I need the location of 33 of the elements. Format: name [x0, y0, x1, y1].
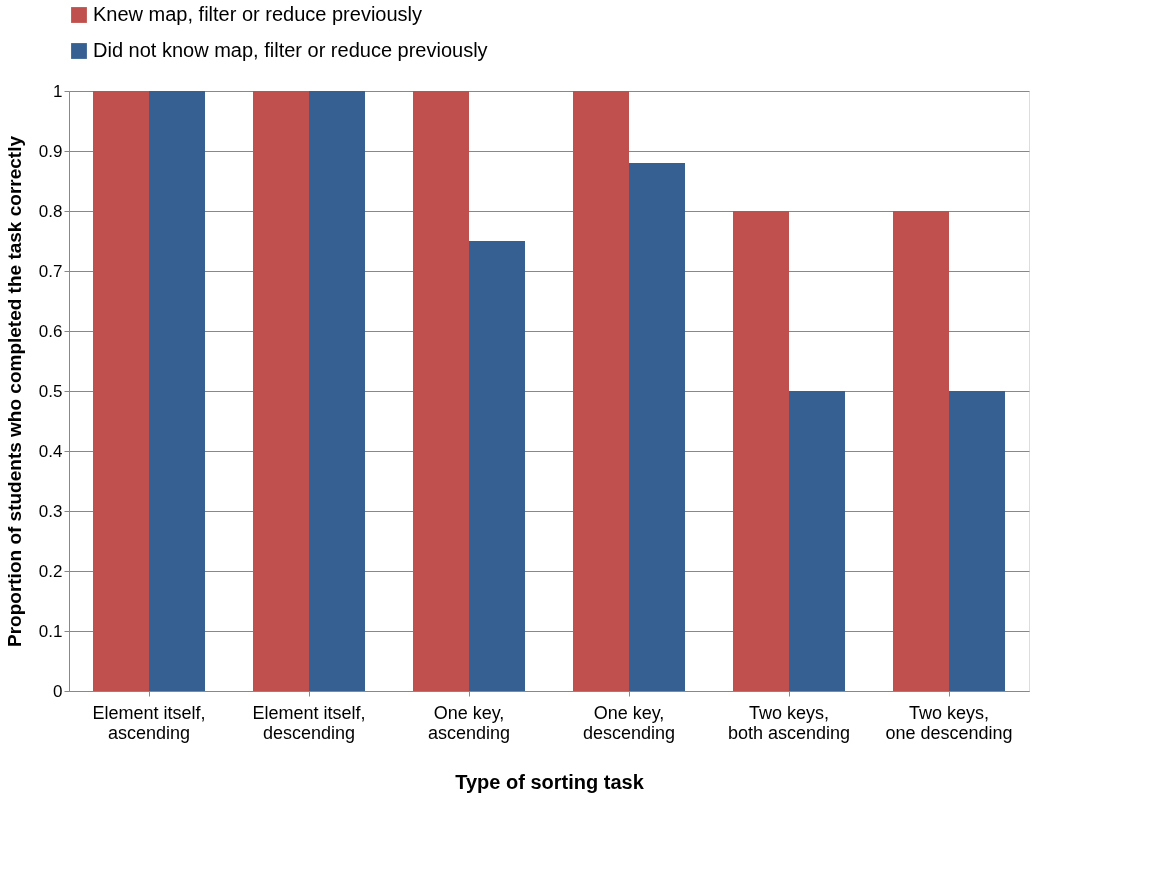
x-tick-label: Element itself, descending: [252, 702, 366, 743]
bar: [629, 163, 685, 691]
legend-label: Knew map, filter or reduce previously: [93, 3, 423, 25]
bar: [949, 391, 1005, 691]
bar: [93, 91, 149, 691]
y-tick-label: 0.8: [38, 201, 63, 221]
bar: [573, 91, 629, 691]
bar: [469, 241, 525, 691]
bar: [253, 91, 309, 691]
y-tick-label: 0.7: [38, 261, 63, 281]
y-tick-label: 0.9: [38, 141, 63, 161]
bar: [789, 391, 845, 691]
bar: [413, 91, 469, 691]
x-tick-label: One key, ascending: [427, 702, 511, 743]
y-tick-label: 1: [53, 81, 63, 101]
legend-label: Did not know map, filter or reduce previously: [93, 39, 488, 61]
x-axis-title: Type of sorting task: [455, 770, 645, 793]
bar: [309, 91, 365, 691]
bar: [733, 211, 789, 691]
y-tick-label: 0: [53, 681, 63, 701]
bar: [893, 211, 949, 691]
y-axis-title: Proportion of students who completed the task correctly: [3, 135, 25, 647]
x-tick-label: Two keys, one descending: [885, 702, 1013, 743]
y-tick-label: 0.6: [38, 321, 63, 341]
y-tick-label: 0.4: [38, 441, 63, 461]
bar: [149, 91, 205, 691]
x-tick-label: One key, descending: [582, 702, 676, 743]
y-tick-label: 0.2: [38, 561, 63, 581]
x-tick-label: Element itself, ascending: [92, 702, 206, 743]
x-tick-label: Two keys, both ascending: [727, 702, 851, 743]
y-tick-label: 0.3: [38, 501, 63, 521]
y-tick-label: 0.5: [38, 381, 63, 401]
y-tick-label: 0.1: [38, 621, 63, 641]
